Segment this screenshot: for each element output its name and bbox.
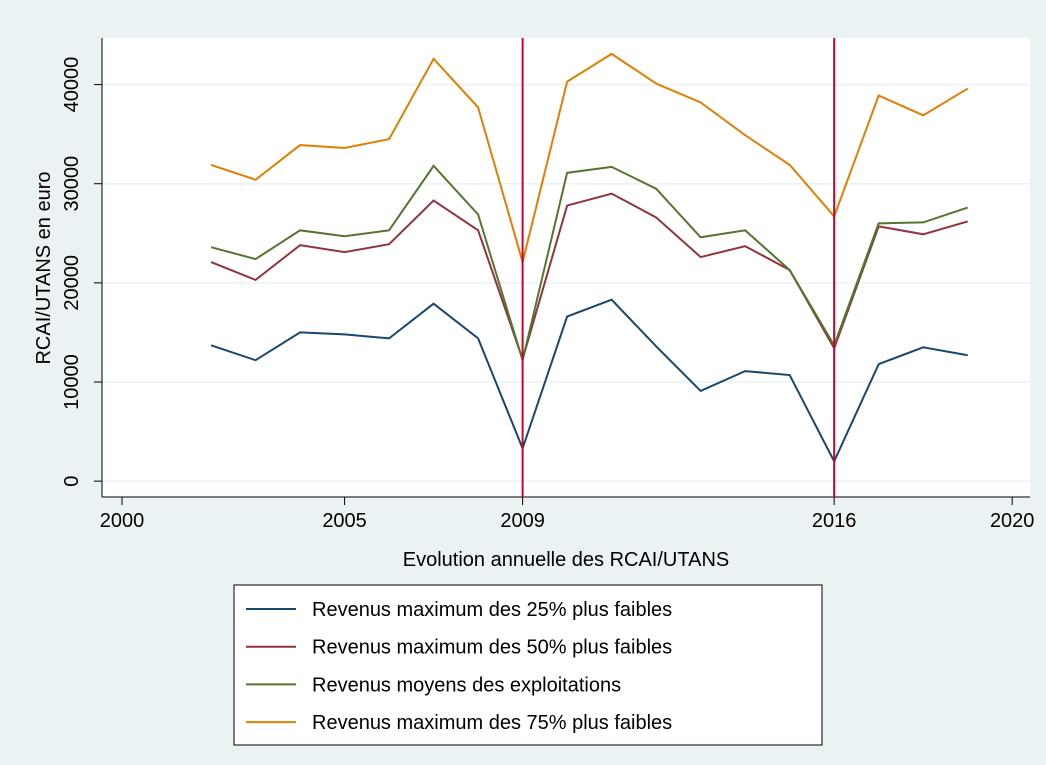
y-tick-label: 40000 xyxy=(61,57,83,113)
legend xyxy=(233,584,823,746)
series-line xyxy=(210,164,969,365)
y-tick-label: 0 xyxy=(61,476,83,487)
y-tick-label: 20000 xyxy=(61,255,83,311)
x-tick-label: 2005 xyxy=(322,510,367,532)
x-tick-label: 2009 xyxy=(500,510,545,532)
series-line xyxy=(210,298,968,464)
plot-area xyxy=(102,38,1030,497)
x-tick-label: 2016 xyxy=(812,510,857,532)
legend-label: Revenus maximum des 25% plus faibles xyxy=(312,599,672,621)
series-line xyxy=(210,52,969,266)
y-axis-label: RCAI/UTANS en euro xyxy=(33,171,55,364)
series-line xyxy=(210,192,968,363)
y-tick-label: 30000 xyxy=(61,156,83,212)
x-axis-label: Evolution annuelle des RCAI/UTANS xyxy=(403,549,729,571)
x-tick-label: 2000 xyxy=(100,510,145,532)
legend-label: Revenus maximum des 50% plus faibles xyxy=(312,637,672,659)
x-tick-label: 2020 xyxy=(990,510,1035,532)
legend-label: Revenus maximum des 75% plus faibles xyxy=(312,712,672,734)
legend-label: Revenus moyens des exploitations xyxy=(312,674,621,696)
y-tick-label: 10000 xyxy=(61,354,83,410)
